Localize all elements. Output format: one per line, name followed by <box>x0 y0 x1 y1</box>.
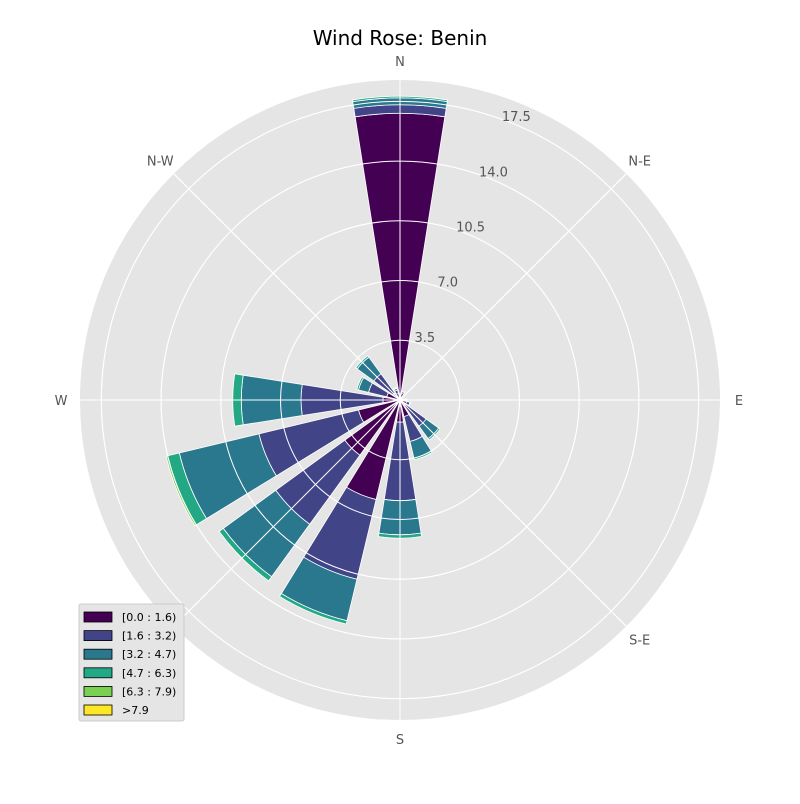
radial-tick-label: 3.5 <box>415 331 436 346</box>
radial-tick-label: 14.0 <box>479 165 508 180</box>
grid-spoke-overlay <box>173 399 401 627</box>
bar-sector-1-bin-2 <box>401 390 406 394</box>
legend-swatch-5 <box>83 704 113 716</box>
direction-label-e: E <box>735 394 743 409</box>
legend-label-3: [4.7 : 6.3) <box>122 667 176 680</box>
bar-sector-13-bin-3 <box>356 376 365 391</box>
legend-swatch-0 <box>83 611 113 623</box>
bar-sector-15-bin-3 <box>392 387 398 391</box>
direction-label-n-w: N-W <box>147 154 174 169</box>
legend-label-2: [3.2 : 4.7) <box>122 648 176 661</box>
grid-spoke-overlay <box>399 399 627 627</box>
legend-label-4: [6.3 : 7.9) <box>122 685 176 698</box>
direction-label-s-e: S-E <box>629 634 650 649</box>
bar-sector-9-bin-3 <box>279 592 348 625</box>
legend-swatch-2 <box>83 648 113 660</box>
direction-label-n-e: N-E <box>628 154 651 169</box>
legend-label-1: [1.6 : 3.2) <box>122 630 176 643</box>
legend-swatch-3 <box>83 667 113 679</box>
radial-tick-label: 17.5 <box>502 110 531 125</box>
radial-tick-label: 10.5 <box>456 220 485 235</box>
bar-sector-0-bin-3 <box>352 95 448 103</box>
legend-swatch-1 <box>83 630 113 641</box>
direction-label-w: W <box>55 394 68 409</box>
grid-spoke-overlay <box>173 173 401 401</box>
legend-swatch-4 <box>83 686 113 697</box>
grid-spoke-overlay <box>399 173 627 401</box>
radial-tick-label: 7.0 <box>437 276 458 291</box>
direction-label-s: S <box>396 733 404 748</box>
direction-label-n: N <box>395 55 405 70</box>
legend: [0.0 : 1.6) [1.6 : 3.2) [3.2 : 4.7) [4.7 : … <box>78 603 185 722</box>
chart-title: Wind Rose: Benin <box>313 26 488 50</box>
bar-sector-5-bin-2 <box>408 401 412 407</box>
legend-label-0: [0.0 : 1.6) <box>122 611 176 624</box>
legend-label-5: >7.9 <box>122 704 149 717</box>
